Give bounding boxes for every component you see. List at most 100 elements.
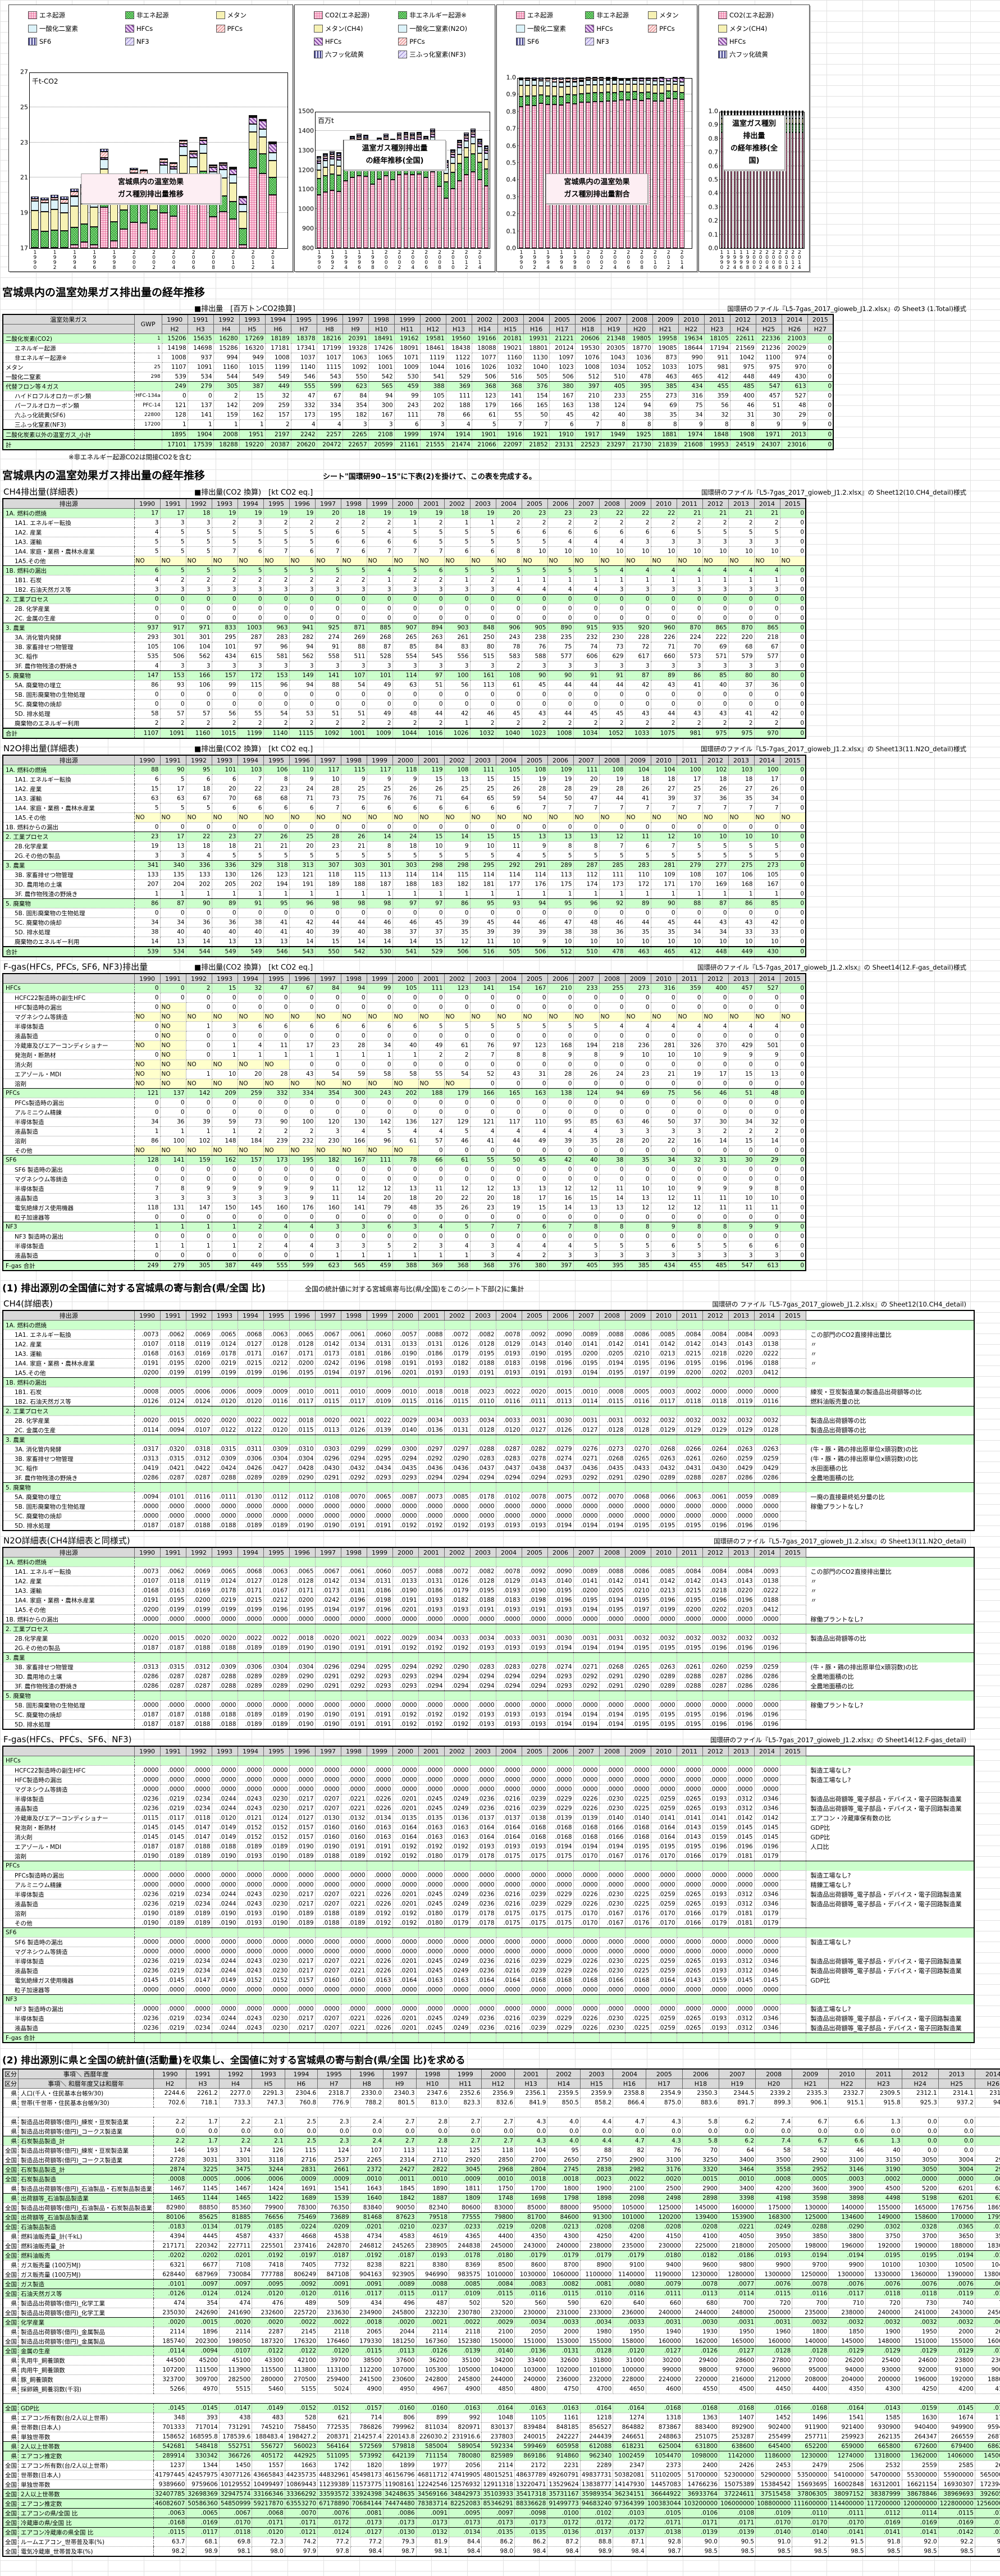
cell[interactable]: 168: [547, 1041, 573, 1051]
cell[interactable]: .0000: [728, 1766, 754, 1775]
bar-2010[interactable]: [652, 77, 657, 248]
cell[interactable]: 3: [238, 518, 263, 528]
column-header[interactable]: 1993: [212, 755, 238, 765]
cell[interactable]: 141: [160, 1155, 186, 1165]
cell[interactable]: 172: [238, 671, 263, 680]
cell[interactable]: 10: [677, 937, 702, 947]
cell[interactable]: 4: [728, 1022, 754, 1031]
cell[interactable]: 1: [444, 518, 470, 528]
cell[interactable]: 115: [341, 765, 367, 775]
cell[interactable]: .0000: [599, 1511, 625, 1521]
column-header[interactable]: 2005: [522, 499, 547, 509]
cell[interactable]: [780, 1445, 806, 1454]
cell[interactable]: NO: [728, 556, 754, 566]
cell[interactable]: 12: [444, 937, 470, 947]
cell[interactable]: 1881: [652, 430, 678, 440]
cell[interactable]: 3: [186, 661, 212, 671]
column-header[interactable]: 2012: [702, 974, 728, 984]
cell[interactable]: NO: [444, 556, 470, 566]
cell[interactable]: 16320: [239, 344, 265, 353]
cell[interactable]: 2: [728, 1127, 754, 1136]
cell[interactable]: 0: [392, 823, 418, 832]
cell[interactable]: 13: [160, 937, 186, 947]
cell[interactable]: 6: [625, 842, 651, 851]
cell[interactable]: 334: [317, 401, 343, 410]
cell[interactable]: 0: [677, 1079, 702, 1089]
cell[interactable]: 459: [394, 382, 420, 391]
cell[interactable]: [754, 1756, 780, 1766]
cell[interactable]: 4: [134, 528, 160, 537]
cell[interactable]: 19: [392, 509, 418, 518]
cell[interactable]: 37: [418, 928, 444, 937]
column-header[interactable]: 2004: [523, 314, 549, 325]
column-header[interactable]: 2012: [702, 755, 728, 765]
cell[interactable]: 937: [188, 353, 213, 363]
cell[interactable]: .0128: [599, 1426, 625, 1435]
cell[interactable]: 1044: [420, 363, 446, 372]
cell[interactable]: 273: [754, 861, 780, 870]
cell[interactable]: [367, 1558, 392, 1567]
cell[interactable]: 1115: [289, 728, 315, 738]
cell[interactable]: 0: [470, 700, 496, 709]
cell[interactable]: 274: [315, 633, 341, 642]
cell[interactable]: 463: [625, 947, 651, 957]
cell[interactable]: 159: [186, 1155, 212, 1165]
cell[interactable]: .0000: [599, 1775, 625, 1785]
cell[interactable]: .0020: [315, 1416, 341, 1426]
cell[interactable]: 0: [625, 1098, 651, 1108]
column-header[interactable]: 2001: [418, 1547, 444, 1558]
cell[interactable]: [289, 1653, 315, 1662]
cell[interactable]: [780, 1567, 806, 1577]
bar-2015[interactable]: [802, 111, 803, 248]
cell[interactable]: 8: [263, 775, 289, 784]
cell[interactable]: .0000: [496, 1615, 522, 1624]
cell[interactable]: .0182: [444, 1596, 470, 1605]
cell[interactable]: 28: [599, 784, 625, 794]
cell[interactable]: 3: [368, 420, 394, 430]
cell[interactable]: 15: [418, 832, 444, 842]
cell[interactable]: .0222: [754, 1349, 780, 1359]
cell[interactable]: .0294: [418, 1473, 444, 1483]
cell[interactable]: 119: [418, 765, 444, 775]
cell[interactable]: 4: [677, 1022, 702, 1031]
cell[interactable]: 1: [367, 889, 392, 899]
cell[interactable]: 0: [780, 1232, 806, 1241]
cell[interactable]: .0000: [702, 1766, 728, 1775]
cell[interactable]: NO: [238, 813, 263, 823]
cell[interactable]: 282: [289, 633, 315, 642]
column-header[interactable]: 2007: [601, 314, 627, 325]
cell[interactable]: 8: [547, 842, 573, 851]
cell[interactable]: 0: [599, 1146, 625, 1155]
cell[interactable]: 249: [134, 1260, 160, 1271]
cell[interactable]: [573, 1378, 599, 1387]
cell[interactable]: .0286: [728, 1672, 754, 1682]
cell[interactable]: NO: [134, 813, 160, 823]
cell[interactable]: 117: [496, 1117, 522, 1127]
cell[interactable]: 9: [754, 1222, 780, 1232]
cell[interactable]: 48: [754, 1089, 780, 1098]
cell[interactable]: 69: [625, 1089, 651, 1098]
cell[interactable]: .0093: [754, 1330, 780, 1340]
bar-2013[interactable]: [673, 77, 678, 248]
cell[interactable]: 0: [728, 614, 754, 623]
row-label[interactable]: 3A. 消化管内発酵: [3, 1445, 134, 1454]
cell[interactable]: 95: [186, 765, 212, 775]
cell[interactable]: .0000: [677, 1502, 702, 1511]
cell[interactable]: 4: [677, 566, 702, 576]
cell[interactable]: 38: [238, 918, 263, 928]
cell[interactable]: 449: [265, 382, 291, 391]
column-header[interactable]: 2014: [754, 1310, 780, 1321]
cell[interactable]: 0: [134, 1232, 160, 1241]
row-label[interactable]: 溶剤: [3, 1079, 134, 1089]
cell[interactable]: .0194: [573, 1368, 599, 1378]
cell[interactable]: NO: [599, 1012, 625, 1022]
cell[interactable]: 20124: [549, 344, 575, 353]
cell[interactable]: 0: [573, 1060, 599, 1070]
cell[interactable]: 3: [702, 537, 728, 547]
cell[interactable]: 14: [547, 1203, 573, 1213]
cell[interactable]: .0000: [677, 1701, 702, 1710]
cell[interactable]: 577: [547, 652, 573, 661]
row-label[interactable]: PFCs製造時の漏出: [3, 1098, 134, 1108]
cell[interactable]: 6: [289, 547, 315, 556]
